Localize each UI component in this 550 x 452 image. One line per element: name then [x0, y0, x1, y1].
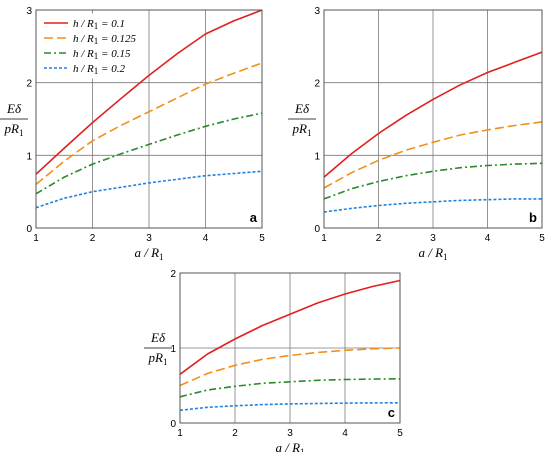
x-tick-label: 4 — [342, 428, 348, 439]
x-tick-label: 5 — [539, 233, 545, 244]
series-line-2 — [179, 347, 401, 387]
plot-frame — [323, 9, 543, 229]
y-axis-label-numerator: Eδ — [150, 330, 166, 345]
plot-frame — [179, 272, 401, 424]
x-tick-label: 1 — [33, 233, 39, 244]
x-tick-label: 5 — [259, 233, 265, 244]
legend-entry: h / R1 = 0.1 — [73, 18, 125, 31]
x-tick-label: 3 — [430, 233, 436, 244]
series-line-3 — [323, 162, 543, 200]
y-axis-label-denominator: pR1 — [148, 350, 168, 367]
legend-entry: h / R1 = 0.2 — [73, 63, 125, 76]
x-tick-label: 2 — [232, 428, 238, 439]
y-tick-label: 2 — [314, 79, 320, 90]
legend-entry: h / R1 = 0.15 — [73, 48, 131, 61]
y-tick-label: 0 — [314, 224, 320, 235]
y-tick-label: 1 — [26, 151, 32, 162]
y-axis-label-numerator: Eδ — [294, 101, 310, 116]
y-tick-label: 0 — [26, 224, 32, 235]
series-line-4 — [323, 198, 542, 213]
series-line-3 — [179, 378, 401, 398]
y-tick-label: 2 — [26, 79, 32, 90]
x-tick-label: 2 — [90, 233, 96, 244]
panel-letter: a — [250, 210, 258, 225]
series-line-1 — [179, 279, 401, 375]
y-tick-label: 1 — [170, 344, 176, 355]
x-axis-label: a / R1 — [418, 245, 447, 262]
x-tick-label: 1 — [177, 428, 183, 439]
legend: h / R1 = 0.1 h / R1 = 0.125 h / R1 = 0.15 h… — [41, 13, 136, 79]
y-tick-label: 3 — [26, 6, 32, 17]
x-tick-label: 3 — [146, 233, 152, 244]
y-tick-label: 3 — [314, 6, 320, 17]
series-line-1 — [323, 51, 543, 178]
x-axis-label: a / R1 — [134, 245, 163, 262]
y-axis-label-denominator: pR1 — [4, 121, 24, 138]
series-line-4 — [179, 401, 401, 412]
series-line-1 — [35, 9, 263, 175]
legend-entry: h / R1 = 0.125 — [73, 33, 136, 46]
x-tick-label: 4 — [485, 233, 491, 244]
y-axis-label-denominator: pR1 — [292, 121, 312, 138]
y-tick-label: 0 — [170, 419, 176, 430]
panel-letter: b — [529, 210, 537, 225]
x-tick-label: 3 — [287, 428, 293, 439]
x-tick-label: 1 — [321, 233, 327, 244]
series-line-3 — [35, 112, 263, 195]
y-tick-label: 2 — [170, 269, 176, 280]
series-line-2 — [323, 121, 543, 189]
x-tick-label: 2 — [376, 233, 382, 244]
series-line-2 — [35, 62, 263, 186]
plot-frame — [35, 9, 263, 229]
y-axis-label-numerator: Eδ — [6, 101, 22, 116]
x-tick-label: 5 — [397, 428, 403, 439]
y-tick-label: 1 — [314, 151, 320, 162]
legend-box — [41, 13, 135, 79]
x-tick-label: 4 — [203, 233, 209, 244]
series-line-4 — [35, 170, 263, 209]
panel-letter: c — [388, 405, 395, 420]
x-axis-label: a / R1 — [275, 440, 304, 452]
